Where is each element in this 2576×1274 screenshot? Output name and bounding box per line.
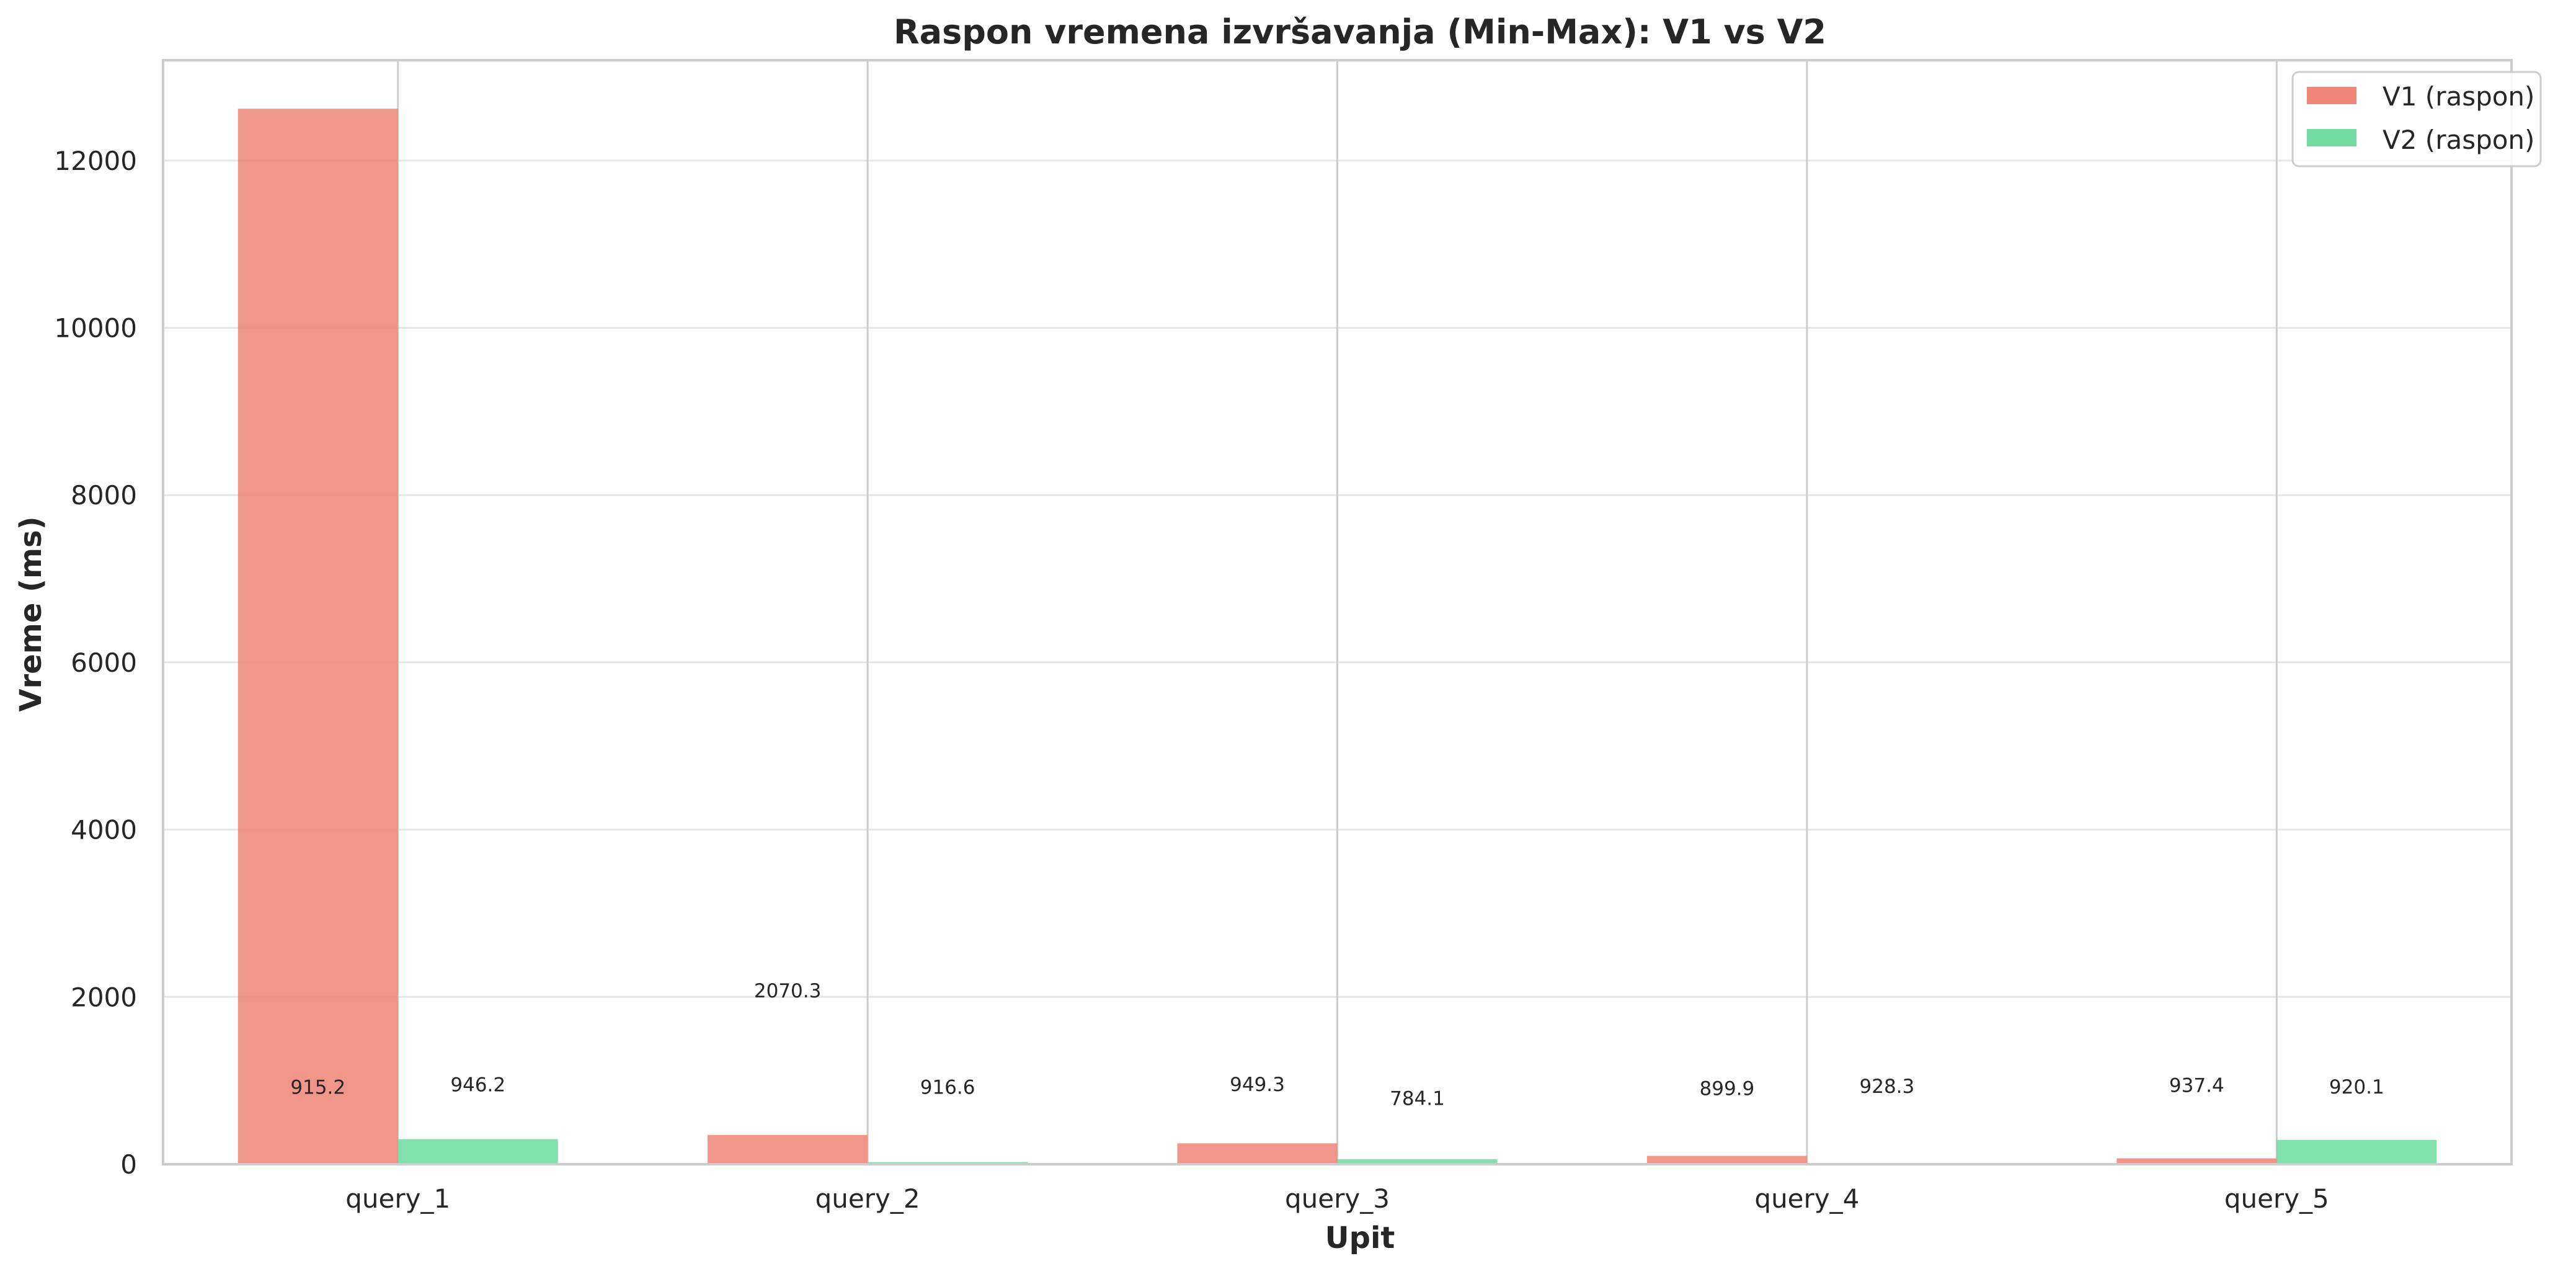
bars [238, 109, 2437, 1164]
bar [2276, 1139, 2437, 1164]
legend-swatch-v1 [2307, 87, 2356, 104]
y-tick-label: 0 [120, 1149, 137, 1180]
data-label: 784.1 [1390, 1087, 1445, 1110]
x-tick-label: query_3 [1285, 1183, 1390, 1214]
x-tick-label: query_1 [345, 1183, 450, 1214]
bar [2116, 1158, 2277, 1164]
data-label: 937.4 [2169, 1075, 2224, 1097]
y-axis-label: Vreme (ms) [14, 516, 48, 711]
data-label: 916.6 [920, 1076, 975, 1098]
data-label: 920.1 [2329, 1076, 2384, 1098]
bar [708, 1134, 868, 1164]
bar [238, 109, 398, 1164]
bar [1646, 1156, 1807, 1164]
bar [1337, 1159, 1498, 1164]
y-tick-label: 8000 [71, 480, 137, 510]
data-label: 928.3 [1860, 1076, 1915, 1098]
data-label: 949.3 [1230, 1074, 1285, 1096]
data-label: 2070.3 [754, 980, 821, 1002]
bar [398, 1139, 558, 1164]
y-tick-label: 10000 [54, 313, 137, 344]
x-tick-label: query_4 [1754, 1183, 1859, 1214]
y-tick-label: 12000 [54, 146, 137, 176]
legend-swatch-v2 [2307, 129, 2356, 146]
legend: V1 (raspon) V2 (raspon) [2291, 71, 2542, 167]
y-tick-label: 4000 [71, 815, 137, 845]
x-tick-label: query_2 [815, 1183, 920, 1214]
x-tick-label: query_5 [2224, 1183, 2329, 1214]
data-label: 899.9 [1700, 1078, 1755, 1100]
y-tick-label: 6000 [71, 648, 137, 678]
data-label: 946.2 [450, 1074, 505, 1096]
legend-label-v1: V1 (raspon) [2383, 81, 2534, 112]
data-labels: 915.2 2070.3 949.3 899.9 937.4 946.2 916.6 784.… [290, 980, 2384, 1110]
legend-label-v2: V2 (raspon) [2383, 125, 2534, 155]
tick-labels: 0 2000 4000 6000 8000 10000 12000 query_1 query_… [54, 146, 2329, 1214]
chart-title: Raspon vremena izvršavanja (Min-Max): V1… [894, 12, 1826, 51]
y-tick-label: 2000 [71, 982, 137, 1012]
data-label: 915.2 [290, 1077, 345, 1099]
plot-frame [162, 59, 2513, 1165]
x-axis-label: Upit [1325, 1221, 1395, 1255]
bar [1177, 1143, 1338, 1164]
